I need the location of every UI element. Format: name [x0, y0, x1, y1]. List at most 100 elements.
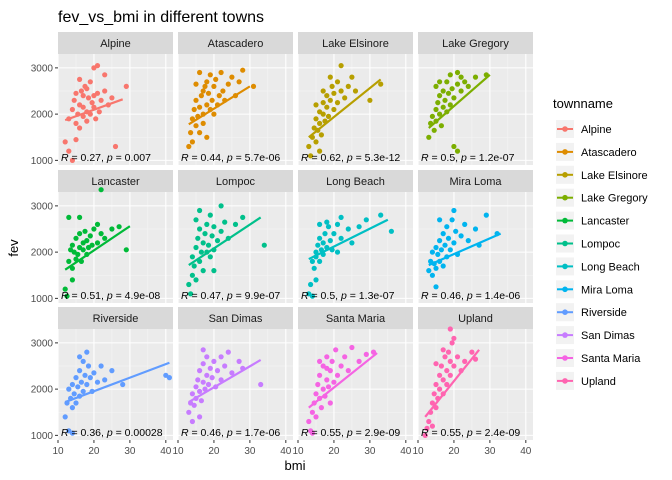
data-point — [444, 381, 450, 388]
facet-strip-label: Lompoc — [216, 176, 256, 188]
data-point — [80, 388, 86, 394]
data-point — [315, 242, 321, 248]
data-point — [236, 358, 242, 364]
data-point — [195, 377, 201, 383]
data-point — [193, 81, 199, 87]
data-point — [308, 153, 314, 159]
data-point — [84, 238, 90, 244]
data-point — [186, 143, 192, 150]
facet-strip — [298, 32, 413, 54]
data-point — [324, 104, 330, 110]
regression-line — [424, 349, 480, 418]
data-point — [453, 228, 459, 234]
data-point — [462, 79, 468, 85]
data-point — [116, 224, 122, 230]
data-point — [309, 293, 315, 299]
data-point — [345, 83, 351, 89]
data-point — [80, 247, 86, 253]
data-point — [433, 106, 439, 113]
data-point — [98, 97, 104, 103]
data-point — [214, 238, 221, 244]
data-point — [98, 363, 104, 369]
data-point — [197, 388, 203, 394]
data-point — [62, 286, 68, 292]
data-point — [342, 354, 348, 360]
data-point — [338, 63, 344, 69]
data-point — [437, 238, 443, 244]
data-point — [454, 69, 461, 76]
legend-key-point — [562, 355, 568, 361]
facet-panel: Lake Elsinore R = 0.62, p = 5.3e-12 — [297, 32, 413, 165]
data-point — [445, 90, 452, 96]
data-point — [222, 363, 228, 369]
data-point — [426, 134, 432, 140]
data-point — [320, 111, 326, 117]
data-point — [331, 106, 337, 113]
panel-background — [298, 192, 413, 303]
data-point — [198, 398, 204, 404]
data-point — [66, 148, 72, 154]
regression-line — [308, 218, 389, 261]
data-point — [94, 221, 101, 227]
data-point — [334, 249, 341, 255]
regression-line — [308, 78, 382, 139]
panel-background — [58, 192, 173, 303]
facet-strip-label: Riverside — [93, 313, 139, 325]
data-point — [94, 379, 101, 385]
data-point — [214, 368, 221, 374]
regression-line — [188, 216, 262, 266]
data-point — [218, 203, 224, 209]
facet-panel: Lancaster R = 0.51, p = 4.9e-08 1000 2000 30… — [31, 170, 173, 305]
data-point — [123, 83, 129, 89]
data-point — [309, 430, 315, 436]
correlation-annotation: R = 0.62, p = 5.3e-12 — [301, 152, 400, 164]
data-point — [363, 351, 369, 357]
data-point — [311, 265, 317, 271]
data-point — [62, 139, 68, 145]
y-tick-label: 2000 — [31, 248, 54, 259]
data-point — [198, 249, 204, 255]
data-point — [69, 430, 75, 436]
data-point — [313, 139, 319, 145]
data-point — [426, 268, 432, 274]
data-point — [317, 148, 323, 154]
data-point — [207, 365, 213, 371]
data-point — [442, 242, 448, 248]
data-point — [440, 231, 446, 237]
regression-line — [428, 73, 491, 129]
facet-panel: Lompoc R = 0.47, p = 9.9e-07 — [177, 170, 293, 303]
panel-background — [58, 329, 173, 440]
data-point — [189, 391, 195, 397]
data-point — [313, 414, 319, 420]
data-point — [331, 379, 337, 385]
data-point — [207, 212, 213, 218]
data-point — [306, 143, 312, 150]
data-point — [197, 414, 203, 420]
y-tick-label: 2000 — [31, 110, 54, 121]
data-point — [80, 104, 86, 110]
data-point — [324, 377, 330, 383]
facet-strip-label: Lancaster — [91, 176, 140, 188]
data-point — [433, 284, 439, 290]
x-tick-label: 20 — [208, 446, 220, 457]
correlation-annotation: R = 0.5, p = 1.3e-07 — [301, 290, 395, 302]
data-point — [433, 83, 439, 89]
data-point — [193, 217, 199, 223]
data-point — [64, 293, 70, 299]
data-point — [440, 377, 446, 383]
data-point — [370, 349, 377, 355]
data-point — [123, 247, 129, 253]
data-point — [324, 354, 330, 360]
data-point — [62, 414, 68, 420]
data-point — [80, 358, 86, 364]
regression-line — [64, 225, 131, 271]
data-point — [71, 97, 77, 103]
legend-entry-label: Lake Gregory — [581, 193, 648, 205]
y-tick-label: 1000 — [31, 156, 54, 167]
facet-strip — [58, 32, 173, 54]
data-point — [440, 263, 446, 269]
data-point — [77, 354, 83, 360]
data-point — [451, 143, 457, 150]
data-point — [338, 214, 344, 220]
legend-title: townname — [553, 96, 613, 111]
